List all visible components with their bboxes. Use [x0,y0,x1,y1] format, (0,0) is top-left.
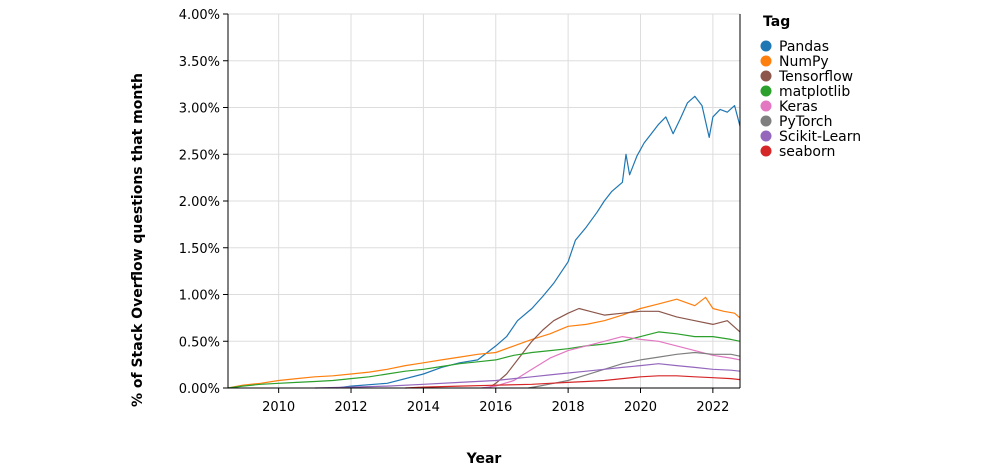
legend-item-pytorch: PyTorch [760,114,832,130]
legend-swatch [760,70,772,82]
legend-item-matplotlib: matplotlib [760,84,850,100]
x-axis-title: Year [466,451,502,467]
x-tick-label: 2018 [552,400,585,415]
legend-item-seaborn: seaborn [760,144,835,160]
y-tick-label: 2.50% [179,148,220,163]
legend-label: Tensorflow [778,69,853,85]
legend-title: Tag [763,14,790,30]
y-tick-label: 3.00% [179,102,220,117]
y-ticks: 0.00% 0.50% 1.00% 1.50% 2.00% 2.50% 3.00% 3.50%… [179,8,228,397]
x-ticks: 2010 2012 2014 2016 2018 2020 2022 [262,388,729,415]
series-line-scikit-learn [314,363,741,389]
y-axis-title: % of Stack Overflow questions that month [130,73,146,407]
grid [228,13,740,389]
x-tick-label: 2012 [334,400,367,415]
legend-item-pandas: Pandas [760,39,829,55]
y-tick-label: 3.50% [179,55,220,70]
legend-items: PandasNumPyTensorflowmatplotlibKerasPyTo… [760,39,861,160]
legend-swatch [760,55,772,67]
x-tick-label: 2010 [262,400,295,415]
legend-label: Scikit-Learn [779,129,861,145]
legend-swatch [760,100,772,112]
y-tick-label: 2.00% [179,195,220,210]
legend-label: NumPy [779,54,829,70]
legend-swatch [760,85,772,97]
legend-label: Pandas [779,39,829,55]
series-line-matplotlib [227,331,741,389]
legend-swatch [760,130,772,142]
series-line-pandas [336,95,741,389]
y-tick-label: 1.50% [179,242,220,257]
legend-swatch [760,40,772,52]
legend-label: matplotlib [779,84,850,100]
legend: Tag PandasNumPyTensorflowmatplotlibKeras… [760,14,861,160]
x-tick-label: 2016 [479,400,512,415]
y-tick-label: 1.00% [179,289,220,304]
y-tick-label: 0.00% [179,382,220,397]
x-tick-label: 2022 [696,400,729,415]
legend-item-tensorflow: Tensorflow [760,69,853,85]
series-line-numpy [227,296,741,389]
legend-label: seaborn [779,144,835,160]
x-tick-label: 2014 [407,400,440,415]
y-tick-label: 0.50% [179,335,220,350]
series-line-tensorflow [488,307,741,389]
series-line-seaborn [405,375,741,389]
series-lines [227,95,741,389]
legend-swatch [760,115,772,127]
x-tick-label: 2020 [624,400,657,415]
legend-label: PyTorch [779,114,832,130]
legend-label: Keras [779,99,818,115]
legend-item-keras: Keras [760,99,818,115]
y-tick-label: 4.00% [179,8,220,23]
legend-swatch [760,145,772,157]
legend-item-scikit-learn: Scikit-Learn [760,129,861,145]
legend-item-numpy: NumPy [760,54,829,70]
